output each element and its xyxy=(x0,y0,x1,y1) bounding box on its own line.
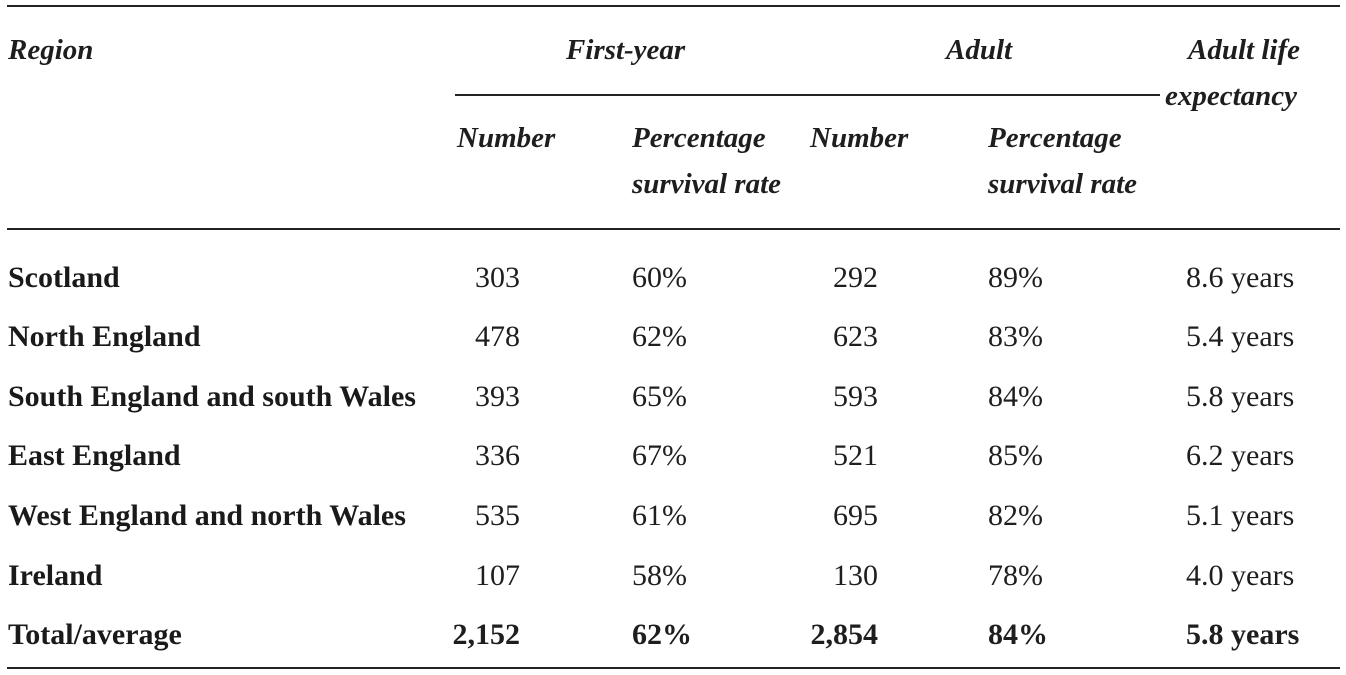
row-adult-pct: 83% xyxy=(988,320,1043,353)
row-adult-number: 695 xyxy=(833,499,878,532)
row-adult-pct: 85% xyxy=(988,439,1043,472)
header-first-year-pct-line1: Percentage xyxy=(632,122,766,154)
row-region: West England and north Wales xyxy=(8,499,406,532)
row-first-year-pct: 62% xyxy=(632,320,687,353)
bottom-rule xyxy=(7,667,1340,669)
header-first-year-number: Number xyxy=(457,122,556,154)
row-first-year-pct: 67% xyxy=(632,439,687,472)
row-first-year-number: 303 xyxy=(475,261,520,294)
header-adult-number: Number xyxy=(810,122,909,154)
group-rule xyxy=(455,94,1160,96)
row-life-expectancy: 5.1 years xyxy=(1186,499,1295,532)
row-adult-pct: 89% xyxy=(988,261,1043,294)
header-first-year-pct-line2: survival rate xyxy=(632,168,782,200)
header-bottom-rule xyxy=(7,228,1340,230)
row-first-year-number: 478 xyxy=(475,320,520,353)
row-first-year-number: 336 xyxy=(475,439,520,472)
row-life-expectancy: 5.4 years xyxy=(1186,320,1295,353)
row-adult-number: 130 xyxy=(833,559,878,592)
row-region: South England and south Wales xyxy=(8,380,416,413)
row-first-year-pct: 58% xyxy=(632,559,687,592)
row-life-expectancy: 4.0 years xyxy=(1186,559,1295,592)
row-first-year-pct: 61% xyxy=(632,499,687,532)
row-adult-number: 623 xyxy=(833,320,878,353)
header-first-year: First-year xyxy=(566,34,686,66)
row-adult-number: 521 xyxy=(833,439,878,472)
row-region: Total/average xyxy=(8,618,182,651)
row-adult-number: 2,854 xyxy=(810,618,879,651)
header-adult-pct-line1: Percentage xyxy=(988,122,1122,154)
header-life-expectancy-line2: expectancy xyxy=(1165,80,1298,112)
row-adult-pct: 82% xyxy=(988,499,1043,532)
row-first-year-number: 393 xyxy=(475,380,520,413)
row-adult-pct: 84% xyxy=(988,618,1048,651)
row-adult-pct: 78% xyxy=(988,559,1043,592)
row-life-expectancy: 5.8 years xyxy=(1186,618,1300,651)
row-adult-number: 593 xyxy=(833,380,878,413)
row-first-year-number: 535 xyxy=(475,499,520,532)
row-life-expectancy: 5.8 years xyxy=(1186,380,1295,413)
row-region: North England xyxy=(8,320,201,353)
row-first-year-pct: 62% xyxy=(632,618,692,651)
row-region: Scotland xyxy=(8,261,120,294)
row-life-expectancy: 6.2 years xyxy=(1186,439,1295,472)
header-adult: Adult xyxy=(946,34,1013,66)
row-first-year-number: 2,152 xyxy=(452,618,521,651)
row-region: Ireland xyxy=(8,559,103,592)
header-region: Region xyxy=(8,34,94,66)
header-adult-pct-line2: survival rate xyxy=(988,168,1138,200)
row-region: East England xyxy=(8,439,181,472)
row-first-year-pct: 65% xyxy=(632,380,687,413)
row-first-year-pct: 60% xyxy=(632,261,687,294)
row-first-year-number: 107 xyxy=(475,559,520,592)
row-adult-number: 292 xyxy=(833,261,878,294)
header-life-expectancy-line1: Adult life xyxy=(1188,34,1300,66)
top-rule xyxy=(7,5,1340,7)
row-life-expectancy: 8.6 years xyxy=(1186,261,1295,294)
row-adult-pct: 84% xyxy=(988,380,1043,413)
